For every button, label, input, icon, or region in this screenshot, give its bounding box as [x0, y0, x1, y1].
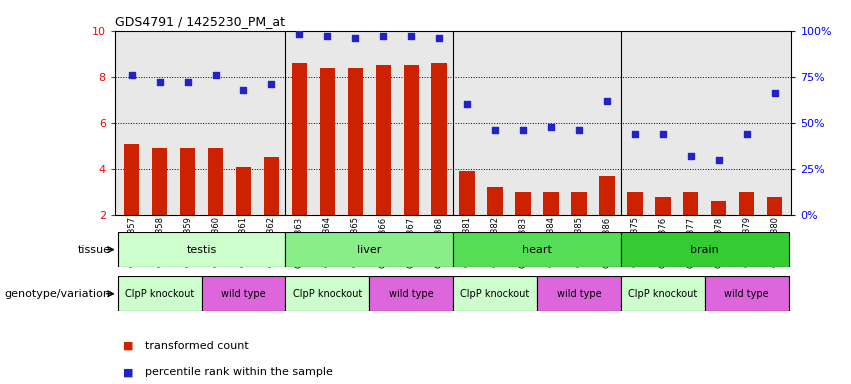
- Text: genotype/variation: genotype/variation: [4, 289, 111, 299]
- Point: [656, 131, 670, 137]
- Point: [208, 72, 222, 78]
- Bar: [202, 276, 285, 311]
- Text: GDS4791 / 1425230_PM_at: GDS4791 / 1425230_PM_at: [115, 15, 285, 28]
- Bar: [152, 148, 168, 215]
- Bar: [320, 68, 335, 215]
- Bar: [739, 192, 754, 215]
- Text: transformed count: transformed count: [145, 341, 248, 351]
- Text: wild type: wild type: [221, 289, 266, 299]
- Text: percentile rank within the sample: percentile rank within the sample: [145, 367, 333, 377]
- Text: ■: ■: [123, 341, 134, 351]
- Bar: [621, 276, 705, 311]
- Bar: [124, 144, 140, 215]
- Bar: [516, 192, 531, 215]
- Bar: [403, 65, 419, 215]
- Bar: [264, 157, 279, 215]
- Point: [628, 131, 642, 137]
- Bar: [543, 192, 559, 215]
- Point: [265, 81, 278, 87]
- Point: [125, 72, 139, 78]
- Point: [404, 33, 418, 39]
- Point: [544, 124, 557, 130]
- Text: wild type: wild type: [724, 289, 769, 299]
- Point: [768, 90, 781, 96]
- Point: [153, 79, 167, 85]
- Bar: [599, 176, 614, 215]
- Point: [237, 87, 250, 93]
- Bar: [292, 63, 307, 215]
- Point: [180, 79, 194, 85]
- Bar: [285, 232, 453, 267]
- Text: tissue: tissue: [77, 245, 111, 255]
- Bar: [285, 276, 369, 311]
- Bar: [347, 68, 363, 215]
- Bar: [453, 276, 537, 311]
- Bar: [180, 148, 195, 215]
- Bar: [236, 167, 251, 215]
- Text: liver: liver: [357, 245, 381, 255]
- Bar: [621, 232, 789, 267]
- Point: [349, 35, 363, 41]
- Text: heart: heart: [523, 245, 552, 255]
- Text: ClpP knockout: ClpP knockout: [125, 289, 194, 299]
- Bar: [627, 192, 643, 215]
- Point: [600, 98, 614, 104]
- Point: [376, 33, 390, 39]
- Bar: [571, 192, 586, 215]
- Bar: [453, 232, 621, 267]
- Bar: [208, 148, 223, 215]
- Point: [712, 157, 726, 163]
- Text: ClpP knockout: ClpP knockout: [628, 289, 698, 299]
- Bar: [705, 276, 789, 311]
- Point: [321, 33, 334, 39]
- Text: wild type: wild type: [389, 289, 433, 299]
- Point: [572, 127, 585, 133]
- Bar: [375, 65, 391, 215]
- Text: ■: ■: [123, 367, 134, 377]
- Bar: [431, 63, 447, 215]
- Bar: [655, 197, 671, 215]
- Point: [460, 101, 474, 108]
- Bar: [460, 171, 475, 215]
- Bar: [537, 276, 621, 311]
- Bar: [117, 232, 285, 267]
- Point: [488, 127, 502, 133]
- Text: wild type: wild type: [557, 289, 602, 299]
- Bar: [117, 276, 202, 311]
- Bar: [767, 197, 782, 215]
- Point: [293, 31, 306, 38]
- Text: ClpP knockout: ClpP knockout: [293, 289, 362, 299]
- Text: ClpP knockout: ClpP knockout: [460, 289, 529, 299]
- Point: [517, 127, 530, 133]
- Point: [432, 35, 446, 41]
- Point: [684, 153, 698, 159]
- Bar: [711, 201, 727, 215]
- Text: brain: brain: [690, 245, 719, 255]
- Bar: [488, 187, 503, 215]
- Text: testis: testis: [186, 245, 217, 255]
- Point: [740, 131, 753, 137]
- Bar: [683, 192, 699, 215]
- Bar: [369, 276, 453, 311]
